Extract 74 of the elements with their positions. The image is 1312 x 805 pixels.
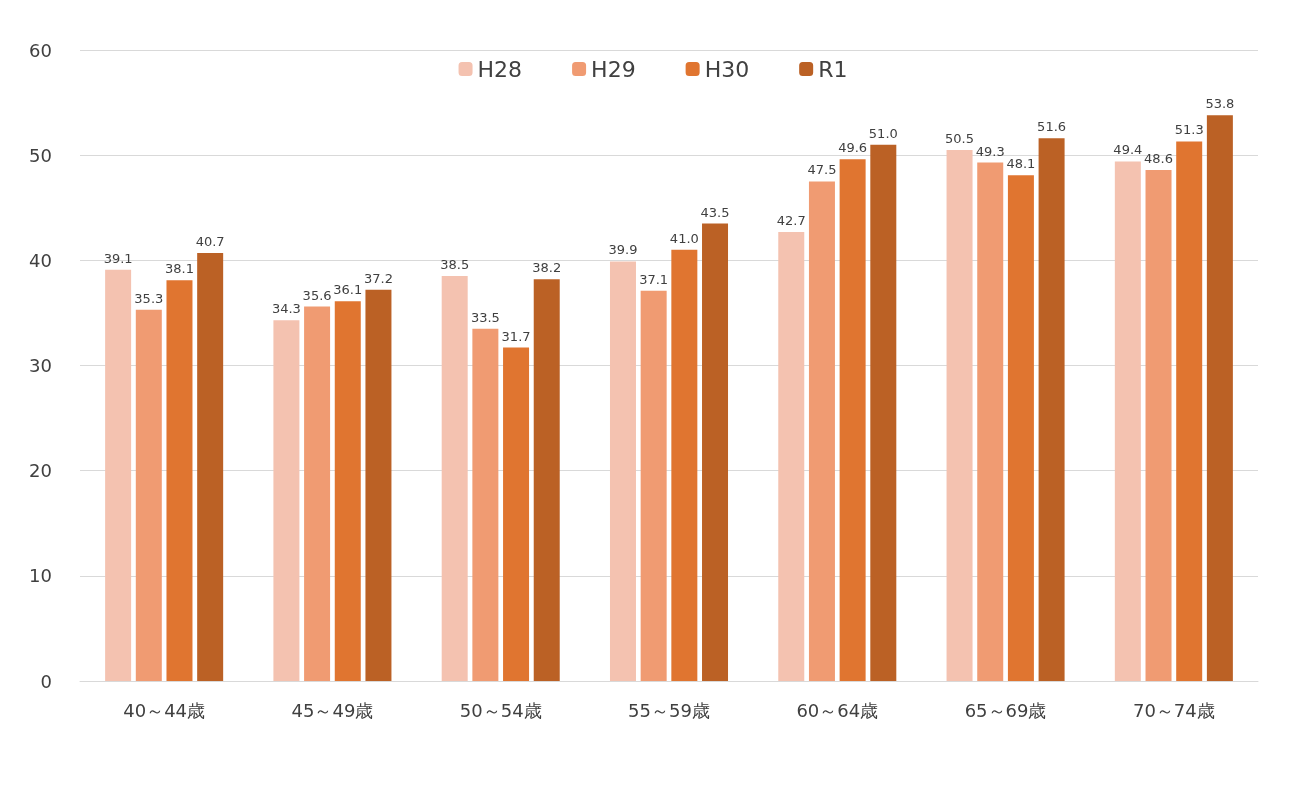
- data-label: 49.6: [838, 140, 868, 156]
- data-label: 39.9: [608, 242, 638, 258]
- bar: [1114, 161, 1141, 681]
- data-label: 35.3: [134, 290, 164, 306]
- bar: [946, 149, 973, 681]
- y-tick-label: 60: [29, 39, 52, 61]
- data-label: 38.1: [165, 261, 194, 277]
- x-tick-label: 55～59歳: [628, 699, 710, 721]
- data-label: 51.6: [1037, 119, 1067, 135]
- bar: [334, 301, 361, 681]
- bar: [640, 290, 667, 681]
- data-label: 53.8: [1205, 96, 1235, 112]
- x-tick-label: 40～44歳: [123, 699, 206, 721]
- legend-label: R1: [818, 56, 848, 82]
- x-tick-label: 45～49歳: [291, 699, 374, 721]
- bar: [1176, 141, 1203, 681]
- data-label: 51.3: [1174, 122, 1204, 138]
- bar: [870, 144, 897, 681]
- data-label: 40.7: [195, 233, 225, 249]
- y-tick-label: 0: [40, 670, 52, 692]
- bar: [839, 159, 866, 681]
- bar: [533, 279, 560, 681]
- bar: [702, 223, 729, 681]
- bar: [1145, 169, 1172, 681]
- bar: [671, 249, 698, 681]
- data-label: 37.2: [363, 270, 393, 286]
- x-tick-label: 60～64歳: [796, 699, 879, 721]
- bar: [609, 261, 636, 681]
- data-label: 51.0: [868, 125, 898, 141]
- data-label: 43.5: [700, 204, 730, 220]
- data-label: 42.7: [776, 212, 806, 228]
- data-label: 38.5: [440, 257, 470, 273]
- bar: [778, 231, 805, 681]
- bar: [365, 289, 392, 681]
- x-tick-label: 50～54歳: [459, 699, 542, 721]
- data-label: 50.5: [945, 130, 975, 146]
- bar: [273, 320, 300, 681]
- y-tick-label: 40: [29, 249, 52, 271]
- data-label: 34.3: [271, 301, 301, 317]
- data-label: 49.3: [975, 143, 1005, 159]
- data-label: 41.0: [669, 230, 699, 246]
- x-tick-label: 65～69歳: [964, 699, 1047, 721]
- bar: [808, 181, 835, 681]
- data-label: 48.1: [1006, 156, 1036, 172]
- y-tick-label: 10: [29, 565, 52, 587]
- bar: [1206, 115, 1233, 681]
- bar: [441, 276, 468, 681]
- y-tick-label: 20: [29, 460, 52, 482]
- bar: [503, 347, 530, 681]
- data-label: 35.6: [302, 287, 332, 303]
- data-label: 47.5: [807, 162, 837, 178]
- bar: [197, 252, 224, 681]
- bar: [472, 328, 499, 681]
- data-label: 38.2: [532, 260, 562, 276]
- bar: [977, 162, 1004, 681]
- data-label: 36.1: [333, 282, 363, 298]
- data-label: 48.6: [1144, 150, 1173, 166]
- bar: [105, 269, 132, 681]
- bar: [166, 280, 193, 681]
- data-label: 33.5: [470, 309, 500, 325]
- data-label: 49.4: [1113, 142, 1143, 158]
- legend-label: H28: [477, 56, 523, 82]
- y-tick-label: 50: [29, 144, 52, 166]
- bar: [135, 309, 162, 681]
- legend-label: H30: [704, 56, 750, 82]
- data-label: 37.1: [639, 271, 669, 287]
- data-label: 39.1: [103, 250, 133, 266]
- legend-label: H29: [591, 56, 636, 82]
- bar: [1038, 138, 1065, 681]
- bar: [1007, 175, 1034, 681]
- bar: [304, 306, 331, 681]
- y-tick-label: 30: [29, 355, 52, 376]
- x-tick-label: 70～74歳: [1132, 699, 1215, 721]
- data-label: 31.7: [501, 328, 531, 344]
